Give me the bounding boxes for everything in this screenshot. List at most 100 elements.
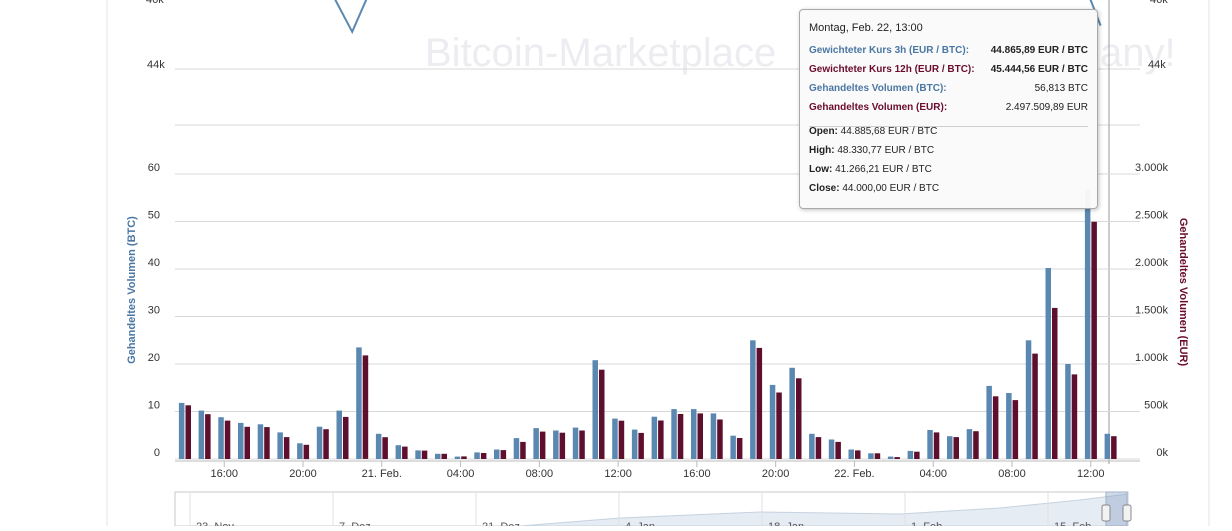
- x-tick-label: 08:00: [998, 468, 1026, 480]
- navigator-label: 1. Feb: [911, 521, 942, 526]
- bar-volume-btc: [494, 449, 500, 459]
- bar-volume-eur: [480, 453, 487, 459]
- tooltip-row-volume-eur: Gehandeltes Volumen (EUR): 2.497.509,89 …: [809, 102, 1088, 116]
- bar-volume-eur: [520, 441, 526, 459]
- bar-volume-eur: [638, 432, 644, 459]
- right-tick-label: 2.000k: [1135, 257, 1169, 269]
- bar-volume-eur: [1012, 400, 1019, 459]
- bar-volume-eur: [599, 369, 605, 459]
- bar-volume-btc: [907, 450, 914, 459]
- right-tick-label: 1.000k: [1135, 352, 1169, 364]
- bar-volume-btc: [297, 443, 303, 459]
- bar-volume-eur: [559, 432, 566, 459]
- navigator-label: 7. Dez: [339, 521, 371, 526]
- ohlc-value: 41.266,21 EUR / BTC: [835, 164, 932, 175]
- bar-volume-eur: [500, 450, 507, 459]
- bar-volume-btc: [848, 449, 854, 459]
- bar-volume-btc: [178, 402, 185, 459]
- bar-volume-btc: [691, 409, 697, 459]
- bar-volume-eur: [677, 414, 684, 459]
- x-tick-label: 04:00: [447, 468, 475, 480]
- tooltip-label: Gewichteter Kurs 12h (EUR / BTC):: [809, 64, 975, 75]
- navigator-label: 15. Feb: [1054, 521, 1091, 526]
- bar-volume-btc: [454, 456, 461, 459]
- bar-volume-eur: [382, 437, 388, 459]
- bar-volume-eur: [855, 450, 861, 459]
- bar-volume-eur: [697, 413, 703, 459]
- bar-volume-eur: [283, 437, 290, 459]
- ohlc-value: 44.000,00 EUR / BTC: [842, 183, 940, 194]
- right-tick-label: 0k: [1156, 447, 1168, 459]
- tooltip-value: 56,813 BTC: [1034, 83, 1088, 94]
- x-tick-label: 22. Feb.: [834, 468, 874, 480]
- price-tick-cut-right: 46k: [1150, 0, 1168, 6]
- bar-volume-eur: [303, 444, 310, 460]
- tooltip-value: 45.444,56 EUR / BTC: [990, 64, 1088, 75]
- bar-volume-eur: [992, 396, 999, 459]
- bar-volume-eur: [618, 420, 625, 459]
- bar-volume-btc: [533, 428, 539, 459]
- bar-volume-btc: [612, 418, 618, 459]
- bar-volume-eur: [658, 420, 664, 459]
- ohlc-label: Low:: [809, 164, 833, 175]
- navigator-label: 4. Jan: [625, 521, 655, 526]
- bar-volume-eur: [264, 427, 270, 459]
- bar-volume-btc: [769, 384, 776, 459]
- bar-volume-btc: [1084, 189, 1091, 459]
- bar-volume-btc: [710, 413, 717, 459]
- bar-volume-eur: [1032, 353, 1038, 460]
- bar-volume-btc: [336, 410, 342, 459]
- navigator-handle-right: [1122, 504, 1132, 522]
- ohlc-value: 48.330,77 EUR / BTC: [837, 145, 935, 156]
- bar-volume-eur: [185, 405, 191, 459]
- bar-volume-btc: [750, 340, 756, 460]
- x-tick-label: 20:00: [289, 468, 317, 480]
- bar-volume-btc: [730, 435, 736, 459]
- tooltip-label: Gehandeltes Volumen (BTC):: [809, 83, 947, 94]
- tooltip-low: Low: 41.266,21 EUR / BTC: [809, 164, 932, 178]
- price-tick-label-right: 44k: [1148, 59, 1166, 71]
- bar-volume-btc: [887, 456, 894, 459]
- price-line-3h: [334, 0, 368, 35]
- bar-volume-btc: [986, 385, 992, 459]
- left-axis-title: Gehandeltes Volumen (BTC): [126, 216, 138, 364]
- bar-volume-eur: [933, 432, 940, 459]
- bar-volume-btc: [631, 429, 638, 459]
- x-tick-label: 21. Feb.: [362, 468, 402, 480]
- bar-volume-eur: [973, 431, 979, 459]
- bar-volume-eur: [579, 430, 585, 459]
- bar-volume-eur: [1052, 307, 1058, 459]
- bar-volume-btc: [435, 453, 441, 459]
- bar-volume-btc: [1006, 393, 1012, 459]
- ohlc-label: Close:: [809, 183, 840, 194]
- bar-volume-btc: [789, 367, 795, 459]
- bar-volume-btc: [1025, 340, 1032, 460]
- bar-volume-eur: [815, 437, 822, 459]
- bar-volume-eur: [1111, 436, 1117, 459]
- right-tick-label: 1.500k: [1135, 305, 1169, 317]
- bar-volume-btc: [513, 438, 520, 459]
- price-tick-label-left: 44k: [147, 59, 165, 71]
- bar-volume-btc: [927, 430, 933, 459]
- bar-volume-btc: [395, 445, 402, 459]
- bar-volume-btc: [868, 453, 874, 459]
- ohlc-value: 44.885,68 EUR / BTC: [840, 126, 938, 137]
- bar-volume-btc: [671, 409, 677, 459]
- x-tick-label: 16:00: [683, 468, 711, 480]
- left-tick-label: 0: [154, 447, 160, 459]
- bar-volume-eur: [323, 429, 329, 459]
- watermark-suffix: any!: [1100, 31, 1176, 75]
- tooltip-high: High: 48.330,77 EUR / BTC: [809, 145, 934, 159]
- bar-volume-eur: [402, 446, 408, 459]
- bar-volume-btc: [375, 433, 382, 459]
- tooltip-label: Gewichteter Kurs 3h (EUR / BTC):: [809, 45, 970, 56]
- price-tick-cut-left: 46k: [146, 0, 164, 6]
- bar-volume-btc: [828, 439, 835, 459]
- bar-volume-btc: [277, 432, 283, 459]
- left-tick-label: 60: [148, 162, 160, 174]
- bar-volume-btc: [572, 427, 579, 459]
- bar-volume-btc: [809, 433, 815, 459]
- bar-volume-eur: [205, 414, 211, 459]
- bar-volume-btc: [1065, 364, 1071, 459]
- bar-volume-eur: [343, 416, 349, 459]
